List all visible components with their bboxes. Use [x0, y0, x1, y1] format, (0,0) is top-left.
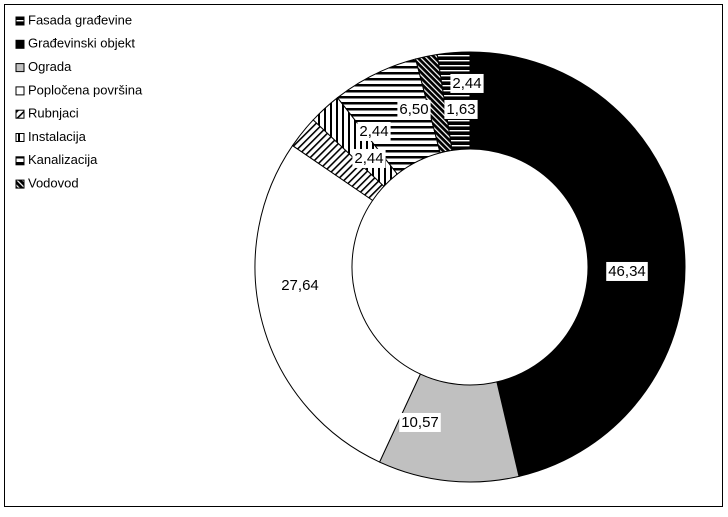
- slice-vodovod: [415, 53, 453, 154]
- data-label-text-gradevinski-objekt: 46,34: [608, 263, 646, 280]
- legend-swatch-vodovod: [15, 179, 25, 189]
- data-label-instalacija: 2,44: [357, 121, 391, 141]
- legend-swatch-fasada-gradevine: [15, 16, 25, 26]
- data-label-text-vodovod: 1,63: [446, 101, 475, 118]
- legend-swatch-rubnjaci: [15, 109, 25, 119]
- data-label-bg: [352, 148, 386, 168]
- data-label-text-ograda: 10,57: [401, 414, 439, 431]
- legend-label-instalacija: Instalacija: [28, 129, 87, 144]
- data-label-text-rubnjaci: 2,44: [354, 150, 383, 167]
- legend-label-vodovod: Vodovod: [28, 176, 79, 191]
- data-label-poplocena-povrsina: 27,64: [279, 275, 321, 295]
- data-label-kanalizacija: 6,50: [397, 99, 431, 119]
- legend-item-poplocena-povrsina: Popločena površina: [15, 82, 143, 97]
- data-label-text-poplocena-povrsina: 27,64: [281, 277, 319, 294]
- data-label-bg: [397, 99, 431, 119]
- legend-item-fasada-gradevine: Fasada građevine: [15, 12, 132, 27]
- slice-gradevinski-objekt: [469, 51, 686, 477]
- slice-poplocena-povrsina: [254, 144, 422, 463]
- legend-item-ograda: Ograda: [15, 59, 72, 74]
- legend-label-kanalizacija: Kanalizacija: [28, 152, 98, 167]
- legend-label-gradevinski-objekt: Građevinski objekt: [28, 36, 135, 51]
- legend-item-gradevinski-objekt: Građevinski objekt: [15, 36, 135, 51]
- legend-label-poplocena-povrsina: Popločena površina: [28, 82, 143, 97]
- legend-label-ograda: Ograda: [28, 59, 72, 74]
- legend-swatch-poplocena-povrsina: [15, 86, 25, 96]
- legend-label-fasada-gradevine: Fasada građevine: [28, 12, 132, 27]
- legend-swatch-ograda: [15, 63, 25, 73]
- data-label-text-instalacija: 2,44: [359, 123, 388, 140]
- data-label-gradevinski-objekt: 46,34: [606, 261, 648, 281]
- legend-swatch-gradevinski-objekt: [15, 39, 25, 49]
- legend-item-instalacija: Instalacija: [15, 129, 87, 144]
- data-label-ograda: 10,57: [399, 412, 441, 432]
- legend-label-rubnjaci: Rubnjaci: [28, 106, 79, 121]
- data-label-text-fasada-gradevine: 2,44: [452, 75, 481, 92]
- data-label-bg: [444, 99, 478, 119]
- data-label-bg: [399, 412, 441, 432]
- data-label-fasada-gradevine: 2,44: [450, 73, 484, 93]
- legend-swatch-instalacija: [15, 133, 25, 142]
- legend-item-vodovod: Vodovod: [15, 176, 79, 191]
- data-label-bg: [450, 73, 484, 93]
- data-label-rubnjaci: 2,44: [352, 148, 386, 168]
- data-label-bg: [279, 275, 321, 295]
- legend-swatch-kanalizacija: [15, 156, 25, 166]
- data-label-bg: [357, 121, 391, 141]
- legend-item-kanalizacija: Kanalizacija: [15, 152, 98, 167]
- legend-item-rubnjaci: Rubnjaci: [15, 106, 79, 121]
- data-label-vodovod: 1,63: [444, 99, 478, 119]
- data-label-bg: [606, 261, 648, 281]
- data-label-text-kanalizacija: 6,50: [399, 101, 428, 118]
